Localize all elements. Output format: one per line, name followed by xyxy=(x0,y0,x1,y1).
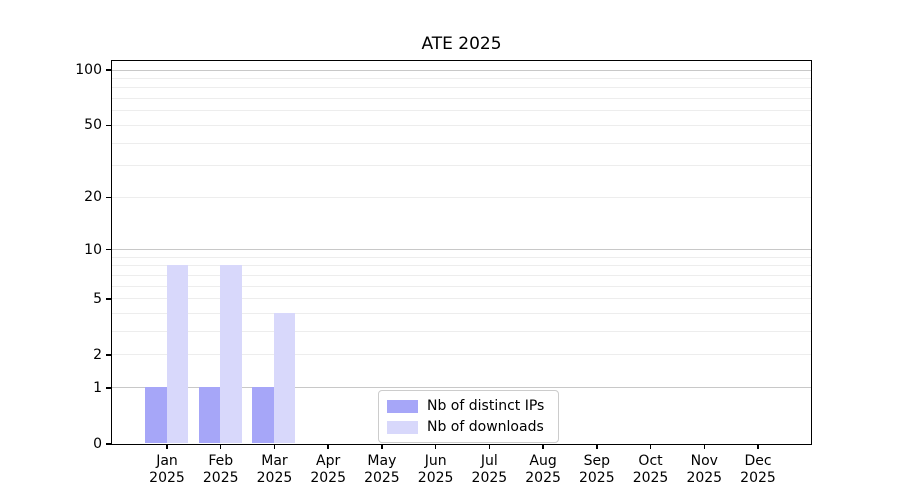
x-tick-year: 2025 xyxy=(364,470,400,486)
x-tick xyxy=(542,444,544,449)
y-tick xyxy=(106,69,112,71)
y-tick-label: 2 xyxy=(93,346,102,363)
x-tick-year: 2025 xyxy=(632,470,669,486)
y-tick-label: 50 xyxy=(84,117,102,134)
x-tick-label: Feb 2025 xyxy=(186,453,256,487)
x-tick-year: 2025 xyxy=(417,470,454,486)
gridline-minor xyxy=(111,87,811,89)
y-tick xyxy=(106,124,112,127)
gridline-minor xyxy=(111,331,811,333)
legend: Nb of distinct IPs Nb of downloads xyxy=(378,390,560,443)
chart-title: ATE 2025 xyxy=(421,34,502,54)
y-tick xyxy=(106,387,112,389)
x-tick xyxy=(488,444,491,449)
x-tick-year: 2025 xyxy=(471,470,508,486)
gridline-minor xyxy=(111,110,811,112)
x-tick-label: Jun 2025 xyxy=(401,453,471,487)
gridline-minor xyxy=(111,354,811,356)
y-tick xyxy=(106,354,112,356)
x-tick-month: Mar xyxy=(261,453,288,469)
legend-swatch-distinct-ips xyxy=(387,399,418,413)
gridline-minor xyxy=(111,124,811,126)
x-tick-label: Nov 2025 xyxy=(669,453,739,487)
x-tick-month: Jun xyxy=(424,453,447,469)
plot-area xyxy=(110,59,812,445)
y-tick-label: 100 xyxy=(75,62,102,79)
x-tick xyxy=(703,444,706,449)
x-tick-month: May xyxy=(367,453,397,469)
gridline-minor xyxy=(111,196,811,198)
x-tick-month: Oct xyxy=(638,453,663,469)
gridline-minor xyxy=(111,313,811,315)
legend-swatch-downloads xyxy=(387,420,418,434)
x-tick-label: Apr 2025 xyxy=(293,453,363,487)
x-tick-label: May 2025 xyxy=(347,453,417,487)
bar-distinct-ips xyxy=(198,387,221,444)
gridline-minor xyxy=(111,265,811,267)
x-tick xyxy=(434,444,437,449)
y-tick-label: 1 xyxy=(93,379,102,396)
gridline-minor xyxy=(111,78,811,80)
legend-item-distinct-ips: Nb of distinct IPs xyxy=(387,398,544,414)
x-tick-label: Jul 2025 xyxy=(454,453,524,487)
gridline-minor xyxy=(111,285,811,287)
x-tick-year: 2025 xyxy=(740,470,776,486)
bar-distinct-ips xyxy=(252,387,274,444)
x-tick-year: 2025 xyxy=(256,470,293,486)
gridline-minor xyxy=(111,142,811,144)
bar-downloads xyxy=(220,265,242,444)
x-tick-month: Jan xyxy=(156,453,178,469)
y-tick-label: 20 xyxy=(84,189,102,206)
x-tick-label: Oct 2025 xyxy=(616,453,686,487)
y-tick-label: 0 xyxy=(93,436,102,452)
y-tick xyxy=(106,196,112,199)
y-tick-label: 5 xyxy=(93,290,102,307)
bar-distinct-ips xyxy=(145,387,167,444)
bar-downloads xyxy=(273,313,296,444)
x-tick xyxy=(219,444,222,449)
x-tick-year: 2025 xyxy=(149,470,185,486)
x-tick xyxy=(327,444,329,449)
gridline-minor xyxy=(111,256,811,258)
x-tick xyxy=(381,444,383,449)
x-tick xyxy=(273,444,276,449)
x-tick-label: Aug 2025 xyxy=(508,453,578,487)
legend-item-downloads: Nb of downloads xyxy=(387,419,544,435)
gridline-minor xyxy=(111,165,811,167)
x-tick xyxy=(649,444,652,449)
x-tick-month: Sep xyxy=(583,453,610,469)
x-tick-label: Mar 2025 xyxy=(239,453,309,487)
x-tick-year: 2025 xyxy=(202,470,239,486)
x-tick-year: 2025 xyxy=(310,470,346,486)
x-tick-year: 2025 xyxy=(686,470,723,486)
gridline-major xyxy=(111,69,811,71)
x-tick xyxy=(596,444,598,449)
legend-label-distinct-ips: Nb of distinct IPs xyxy=(427,398,545,414)
x-tick-year: 2025 xyxy=(578,470,615,486)
gridline-minor xyxy=(111,275,811,277)
gridline-major xyxy=(111,387,811,389)
y-tick xyxy=(106,248,112,251)
x-tick-label: Jan 2025 xyxy=(132,453,202,487)
x-tick-label: Sep 2025 xyxy=(562,453,632,487)
gridline-major xyxy=(111,249,811,251)
x-tick xyxy=(166,444,168,449)
x-tick xyxy=(757,444,759,449)
gridline-minor xyxy=(111,298,811,300)
x-tick-year: 2025 xyxy=(525,470,561,486)
x-tick-label: Dec 2025 xyxy=(723,453,793,487)
x-tick-month: Feb xyxy=(208,453,234,469)
gridline-minor xyxy=(111,98,811,100)
bar-downloads xyxy=(166,265,188,444)
y-tick-label: 10 xyxy=(84,241,102,258)
x-tick-month: Apr xyxy=(316,453,341,469)
x-tick-month: Nov xyxy=(690,453,718,469)
y-tick xyxy=(106,443,112,445)
y-tick xyxy=(106,298,112,300)
x-tick-month: Aug xyxy=(529,453,557,469)
x-tick-month: Jul xyxy=(480,453,498,469)
legend-label-downloads: Nb of downloads xyxy=(427,419,544,435)
x-tick-month: Dec xyxy=(744,453,772,469)
